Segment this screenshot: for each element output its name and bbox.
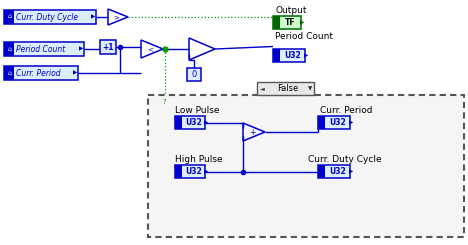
FancyBboxPatch shape [175,165,182,178]
Text: Period Count: Period Count [16,45,65,53]
Text: ⌂: ⌂ [7,47,11,51]
FancyBboxPatch shape [148,95,464,237]
Text: Curr. Period: Curr. Period [320,106,373,115]
FancyBboxPatch shape [273,49,305,62]
FancyBboxPatch shape [187,68,201,81]
Text: ▶: ▶ [204,120,208,125]
FancyBboxPatch shape [318,165,350,178]
FancyBboxPatch shape [318,116,350,129]
FancyBboxPatch shape [273,16,301,29]
FancyBboxPatch shape [175,165,205,178]
Text: Output: Output [275,6,307,15]
Text: >: > [113,14,119,20]
Text: False: False [277,84,298,93]
Text: U32: U32 [185,167,202,176]
FancyBboxPatch shape [4,66,78,80]
FancyBboxPatch shape [175,116,205,129]
Text: Curr. Duty Cycle: Curr. Duty Cycle [308,155,381,164]
Text: U32: U32 [329,167,346,176]
Text: Period Count: Period Count [275,32,333,41]
FancyBboxPatch shape [175,116,182,129]
Text: <: < [147,46,153,52]
Text: U32: U32 [185,118,202,127]
FancyBboxPatch shape [4,42,14,56]
Text: ⌂: ⌂ [7,71,11,75]
FancyBboxPatch shape [273,49,280,62]
Text: U32: U32 [329,118,346,127]
FancyBboxPatch shape [100,40,116,54]
Text: 0: 0 [191,70,197,79]
Text: Curr. Duty Cycle: Curr. Duty Cycle [16,12,78,22]
FancyBboxPatch shape [318,165,325,178]
FancyBboxPatch shape [4,66,14,80]
FancyBboxPatch shape [4,10,96,24]
Text: ▶: ▶ [300,20,304,25]
Text: U32: U32 [284,51,301,60]
Text: High Pulse: High Pulse [175,155,223,164]
FancyBboxPatch shape [4,42,84,56]
Text: ?: ? [162,99,166,105]
Text: ▶: ▶ [304,53,308,58]
FancyBboxPatch shape [273,16,280,29]
FancyBboxPatch shape [4,10,14,24]
FancyBboxPatch shape [318,116,325,129]
Text: ▶: ▶ [349,120,353,125]
Text: +1: +1 [102,42,114,51]
Text: ▶: ▶ [91,14,95,20]
Text: ▶: ▶ [79,47,83,51]
Text: +: + [249,127,256,136]
FancyBboxPatch shape [257,82,314,95]
Text: ▶: ▶ [349,169,353,174]
Text: Low Pulse: Low Pulse [175,106,219,115]
Text: ▶: ▶ [73,71,77,75]
Text: ⌂: ⌂ [7,14,11,20]
Text: Curr. Period: Curr. Period [16,69,61,77]
Text: ▶: ▶ [204,169,208,174]
Text: ▼: ▼ [308,86,312,91]
Text: TF: TF [285,18,296,27]
Text: ◄: ◄ [260,86,265,91]
